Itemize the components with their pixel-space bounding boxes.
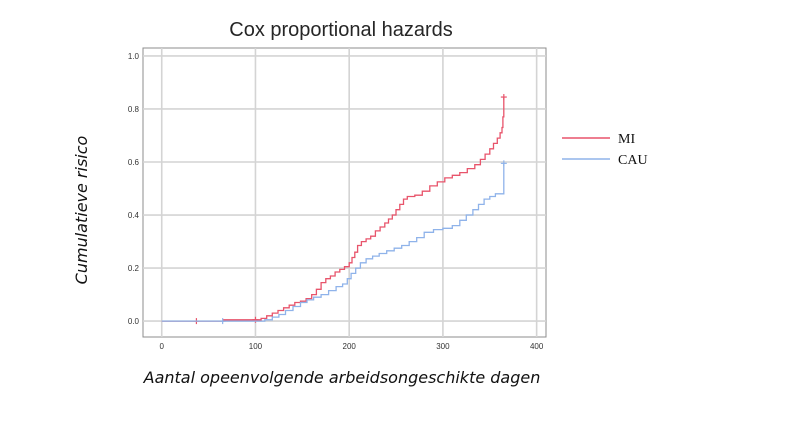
censor-mark-cau <box>219 318 226 325</box>
x-tick-labels: 0 100 200 300 400 <box>160 342 544 351</box>
y-tick-label: 0.8 <box>128 105 140 114</box>
chart-title: Cox proportional hazards <box>229 19 452 41</box>
x-tick-label: 400 <box>530 342 544 351</box>
y-tick-label: 0.4 <box>128 211 140 220</box>
legend: MI CAU <box>562 132 648 168</box>
y-tick-label: 1.0 <box>128 52 140 61</box>
x-tick-label: 300 <box>436 342 450 351</box>
y-tick-label: 0.0 <box>128 317 140 326</box>
y-gridlines <box>143 55 546 322</box>
x-tick-label: 100 <box>249 342 263 351</box>
x-tick-label: 0 <box>160 342 165 351</box>
plot-frame <box>142 47 547 338</box>
y-tick-label: 0.6 <box>128 158 140 167</box>
x-tick-label: 200 <box>343 342 357 351</box>
series-layer <box>161 94 507 325</box>
x-axis-label: Aantal opeenvolgende arbeidsongeschikte … <box>143 368 541 387</box>
censor-mark-mi <box>500 94 507 101</box>
y-tick-label: 0.2 <box>128 264 140 273</box>
censor-mark-mi <box>252 316 259 323</box>
y-axis-label: Cumulatieve risico <box>72 135 91 284</box>
series-line-mi <box>161 97 505 322</box>
legend-label-mi: MI <box>618 132 635 147</box>
legend-label-cau: CAU <box>618 153 648 168</box>
x-gridlines <box>160 48 538 337</box>
y-tick-labels: 0.0 0.2 0.4 0.6 0.8 1.0 <box>128 52 140 326</box>
series-line-cau <box>161 163 505 322</box>
censor-mark-cau <box>500 160 507 167</box>
